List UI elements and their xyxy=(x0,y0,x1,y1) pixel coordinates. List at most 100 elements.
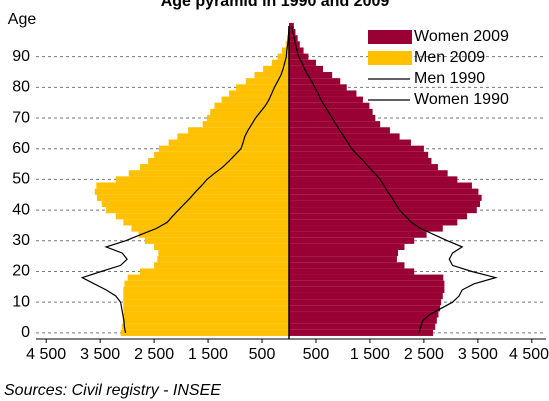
legend-swatch xyxy=(368,30,412,44)
y-axis-label: Age xyxy=(8,11,37,28)
bar xyxy=(101,200,289,208)
x-tick-label: 4 500 xyxy=(26,346,66,363)
bar xyxy=(289,108,373,115)
bar xyxy=(289,157,432,165)
bar xyxy=(154,243,289,251)
legend-label: Women 2009 xyxy=(414,28,509,45)
bar xyxy=(289,299,442,306)
y-tick-label: 20 xyxy=(12,263,30,280)
bar xyxy=(289,164,438,171)
y-tick-label: 40 xyxy=(12,201,30,218)
bar xyxy=(289,256,397,263)
y-tick-label: 80 xyxy=(12,79,30,96)
y-tick-label: 50 xyxy=(12,171,30,188)
bar xyxy=(289,96,363,103)
bar xyxy=(140,164,289,171)
bar xyxy=(168,139,289,146)
bar xyxy=(157,256,289,263)
bar xyxy=(158,250,289,257)
bar xyxy=(289,274,444,281)
bar xyxy=(289,268,415,275)
bar xyxy=(289,65,323,73)
bar xyxy=(289,182,472,189)
bar xyxy=(289,250,398,257)
x-tick-label: 4 500 xyxy=(509,346,549,363)
y-tick-label: 10 xyxy=(12,293,30,310)
bar xyxy=(254,72,289,79)
bar xyxy=(94,188,289,195)
bar xyxy=(289,188,479,195)
x-tick-label: 1 500 xyxy=(188,346,228,363)
bar xyxy=(289,145,424,152)
bar xyxy=(154,151,289,158)
bar xyxy=(289,151,429,158)
bar xyxy=(289,323,436,330)
legend: Women 2009 Men 2009 Men 1990 Women 1990 xyxy=(368,28,509,108)
bar xyxy=(123,219,289,226)
bar xyxy=(289,207,477,214)
bar xyxy=(289,194,482,201)
bar xyxy=(188,127,289,134)
bar xyxy=(289,305,441,312)
bar xyxy=(210,108,289,115)
bar xyxy=(289,286,445,293)
bar xyxy=(289,176,458,183)
bar xyxy=(106,207,289,214)
bar xyxy=(206,114,289,122)
source-note: Sources: Civil registry - INSEE xyxy=(4,382,221,399)
y-tick-label: 60 xyxy=(12,140,30,157)
y-tick-label: 90 xyxy=(12,48,30,65)
bar xyxy=(120,329,290,336)
plot xyxy=(80,22,498,339)
bar xyxy=(289,72,333,79)
legend-label: Men 1990 xyxy=(414,70,485,87)
bar xyxy=(289,292,443,300)
bar xyxy=(214,102,289,109)
bar xyxy=(289,47,304,54)
bar xyxy=(124,280,289,287)
bar xyxy=(289,219,458,226)
bar xyxy=(289,139,411,146)
x-tick-label: 2 500 xyxy=(404,346,444,363)
bar xyxy=(289,262,405,269)
bar xyxy=(115,176,289,183)
bar xyxy=(289,41,300,48)
line xyxy=(291,25,498,334)
bar xyxy=(96,194,290,201)
bar xyxy=(289,225,443,232)
bar xyxy=(289,102,370,109)
legend-label: Men 2009 xyxy=(414,49,485,66)
x-tick-label: 500 xyxy=(249,346,276,363)
bar xyxy=(154,262,289,269)
bar xyxy=(289,90,357,97)
bar xyxy=(138,231,289,238)
bar xyxy=(289,213,468,220)
bar xyxy=(123,311,289,318)
y-tick-label: 30 xyxy=(12,232,30,249)
bar xyxy=(281,47,289,54)
bar xyxy=(128,170,289,177)
y-tick-label: 70 xyxy=(12,109,30,126)
bar xyxy=(289,84,347,91)
bar xyxy=(289,280,445,287)
bar xyxy=(202,121,289,128)
bar xyxy=(131,225,289,232)
chart-title: Age pyramid in 1990 and 2009 xyxy=(161,0,390,10)
x-tick-label: 1 500 xyxy=(350,346,390,363)
bar xyxy=(115,213,289,220)
bar xyxy=(289,121,381,128)
axes: 0 10 20 30 40 50 60 70 80 90 4 500 3 500 2 500 1 500 5… xyxy=(12,48,549,363)
bar xyxy=(121,323,290,330)
bar xyxy=(122,317,289,324)
bar xyxy=(289,317,437,324)
bar xyxy=(289,170,448,177)
bar xyxy=(236,84,289,91)
y-tick-label: 0 xyxy=(21,324,30,341)
bar xyxy=(140,268,289,275)
bar xyxy=(289,78,341,85)
bar xyxy=(263,65,289,73)
bar xyxy=(123,299,289,306)
bar xyxy=(271,59,289,66)
bar xyxy=(144,237,289,244)
